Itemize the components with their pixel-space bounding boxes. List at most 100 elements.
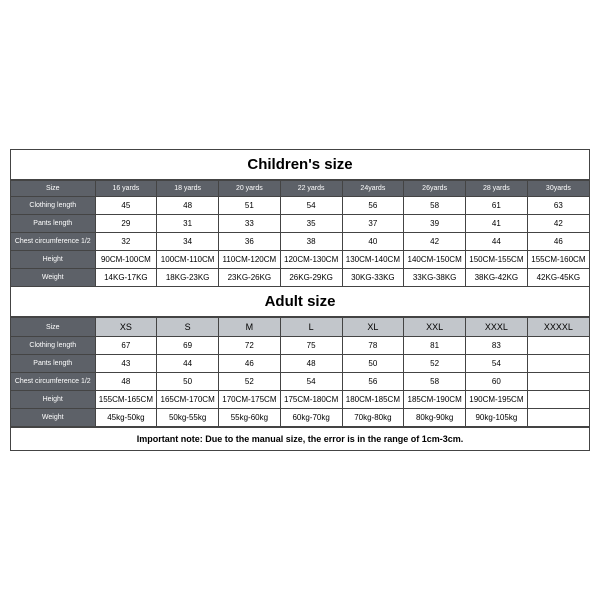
cell: 58	[404, 197, 466, 215]
cell: 110CM-120CM	[219, 251, 281, 269]
cell: 48	[95, 373, 157, 391]
cell: 83	[466, 337, 528, 355]
cell: 155CM-160CM	[527, 251, 589, 269]
cell: 38	[280, 233, 342, 251]
cell: 90kg-105kg	[466, 409, 528, 427]
col-head: 20 yards	[219, 181, 281, 197]
cell: 185CM-190CM	[404, 391, 466, 409]
important-note: Important note: Due to the manual size, …	[11, 427, 589, 450]
col-head: 18 yards	[157, 181, 219, 197]
col-head: S	[157, 318, 219, 337]
cell: 155CM-165CM	[95, 391, 157, 409]
cell: 42KG-45KG	[527, 269, 589, 287]
cell: 72	[219, 337, 281, 355]
row-label: Weight	[11, 269, 95, 287]
cell: 46	[527, 233, 589, 251]
col-head: XXXXL	[527, 318, 589, 337]
cell	[527, 391, 589, 409]
cell: 23KG-26KG	[219, 269, 281, 287]
cell: 50	[157, 373, 219, 391]
col-head: 30yards	[527, 181, 589, 197]
cell: 170CM-175CM	[219, 391, 281, 409]
table-row: Chest circumference 1/2 32 34 36 38 40 4…	[11, 233, 589, 251]
cell: 54	[280, 197, 342, 215]
cell: 55kg-60kg	[219, 409, 281, 427]
cell: 100CM-110CM	[157, 251, 219, 269]
cell: 46	[219, 355, 281, 373]
cell: 165CM-170CM	[157, 391, 219, 409]
cell: 80kg-90kg	[404, 409, 466, 427]
col-head: 16 yards	[95, 181, 157, 197]
col-head: L	[280, 318, 342, 337]
cell: 150CM-155CM	[466, 251, 528, 269]
cell: 69	[157, 337, 219, 355]
cell: 39	[404, 215, 466, 233]
cell: 37	[342, 215, 404, 233]
table-row: Height 90CM-100CM 100CM-110CM 110CM-120C…	[11, 251, 589, 269]
cell: 48	[280, 355, 342, 373]
cell: 51	[219, 197, 281, 215]
cell: 50kg-55kg	[157, 409, 219, 427]
table-row: Weight 14KG-17KG 18KG-23KG 23KG-26KG 26K…	[11, 269, 589, 287]
cell: 44	[157, 355, 219, 373]
adult-table: Size XS S M L XL XXL XXXL XXXXL Clothing…	[11, 317, 589, 427]
row-label: Chest circumference 1/2	[11, 373, 95, 391]
cell: 54	[280, 373, 342, 391]
cell: 50	[342, 355, 404, 373]
col-head: XS	[95, 318, 157, 337]
cell: 180CM-185CM	[342, 391, 404, 409]
cell: 33KG-38KG	[404, 269, 466, 287]
row-label: Clothing length	[11, 197, 95, 215]
table-row: Chest circumference 1/2 48 50 52 54 56 5…	[11, 373, 589, 391]
cell: 45	[95, 197, 157, 215]
table-row: Pants length 43 44 46 48 50 52 54	[11, 355, 589, 373]
col-size-label: Size	[11, 318, 95, 337]
cell: 40	[342, 233, 404, 251]
cell: 81	[404, 337, 466, 355]
table-row: Height 155CM-165CM 165CM-170CM 170CM-175…	[11, 391, 589, 409]
row-label: Pants length	[11, 215, 95, 233]
cell: 42	[404, 233, 466, 251]
cell: 32	[95, 233, 157, 251]
cell: 58	[404, 373, 466, 391]
cell: 140CM-150CM	[404, 251, 466, 269]
col-head: 28 yards	[466, 181, 528, 197]
cell: 33	[219, 215, 281, 233]
cell: 67	[95, 337, 157, 355]
cell: 31	[157, 215, 219, 233]
cell: 60kg-70kg	[280, 409, 342, 427]
cell: 26KG-29KG	[280, 269, 342, 287]
cell: 29	[95, 215, 157, 233]
col-head: 24yards	[342, 181, 404, 197]
cell: 18KG-23KG	[157, 269, 219, 287]
cell: 175CM-180CM	[280, 391, 342, 409]
row-label: Height	[11, 391, 95, 409]
cell: 78	[342, 337, 404, 355]
cell	[527, 409, 589, 427]
cell: 41	[466, 215, 528, 233]
cell: 120CM-130CM	[280, 251, 342, 269]
table-row: Clothing length 45 48 51 54 56 58 61 63	[11, 197, 589, 215]
cell: 42	[527, 215, 589, 233]
adult-header-row: Size XS S M L XL XXL XXXL XXXXL	[11, 318, 589, 337]
cell: 43	[95, 355, 157, 373]
col-head: XL	[342, 318, 404, 337]
cell: 70kg-80kg	[342, 409, 404, 427]
cell	[527, 337, 589, 355]
cell	[527, 373, 589, 391]
cell: 48	[157, 197, 219, 215]
cell: 35	[280, 215, 342, 233]
cell: 63	[527, 197, 589, 215]
cell: 38KG-42KG	[466, 269, 528, 287]
col-head: XXL	[404, 318, 466, 337]
col-head: 22 yards	[280, 181, 342, 197]
cell: 60	[466, 373, 528, 391]
cell: 61	[466, 197, 528, 215]
table-row: Clothing length 67 69 72 75 78 81 83	[11, 337, 589, 355]
adult-title: Adult size	[11, 287, 589, 317]
row-label: Weight	[11, 409, 95, 427]
cell: 56	[342, 373, 404, 391]
children-title: Children's size	[11, 150, 589, 180]
cell: 14KG-17KG	[95, 269, 157, 287]
children-table: Size 16 yards 18 yards 20 yards 22 yards…	[11, 180, 589, 287]
